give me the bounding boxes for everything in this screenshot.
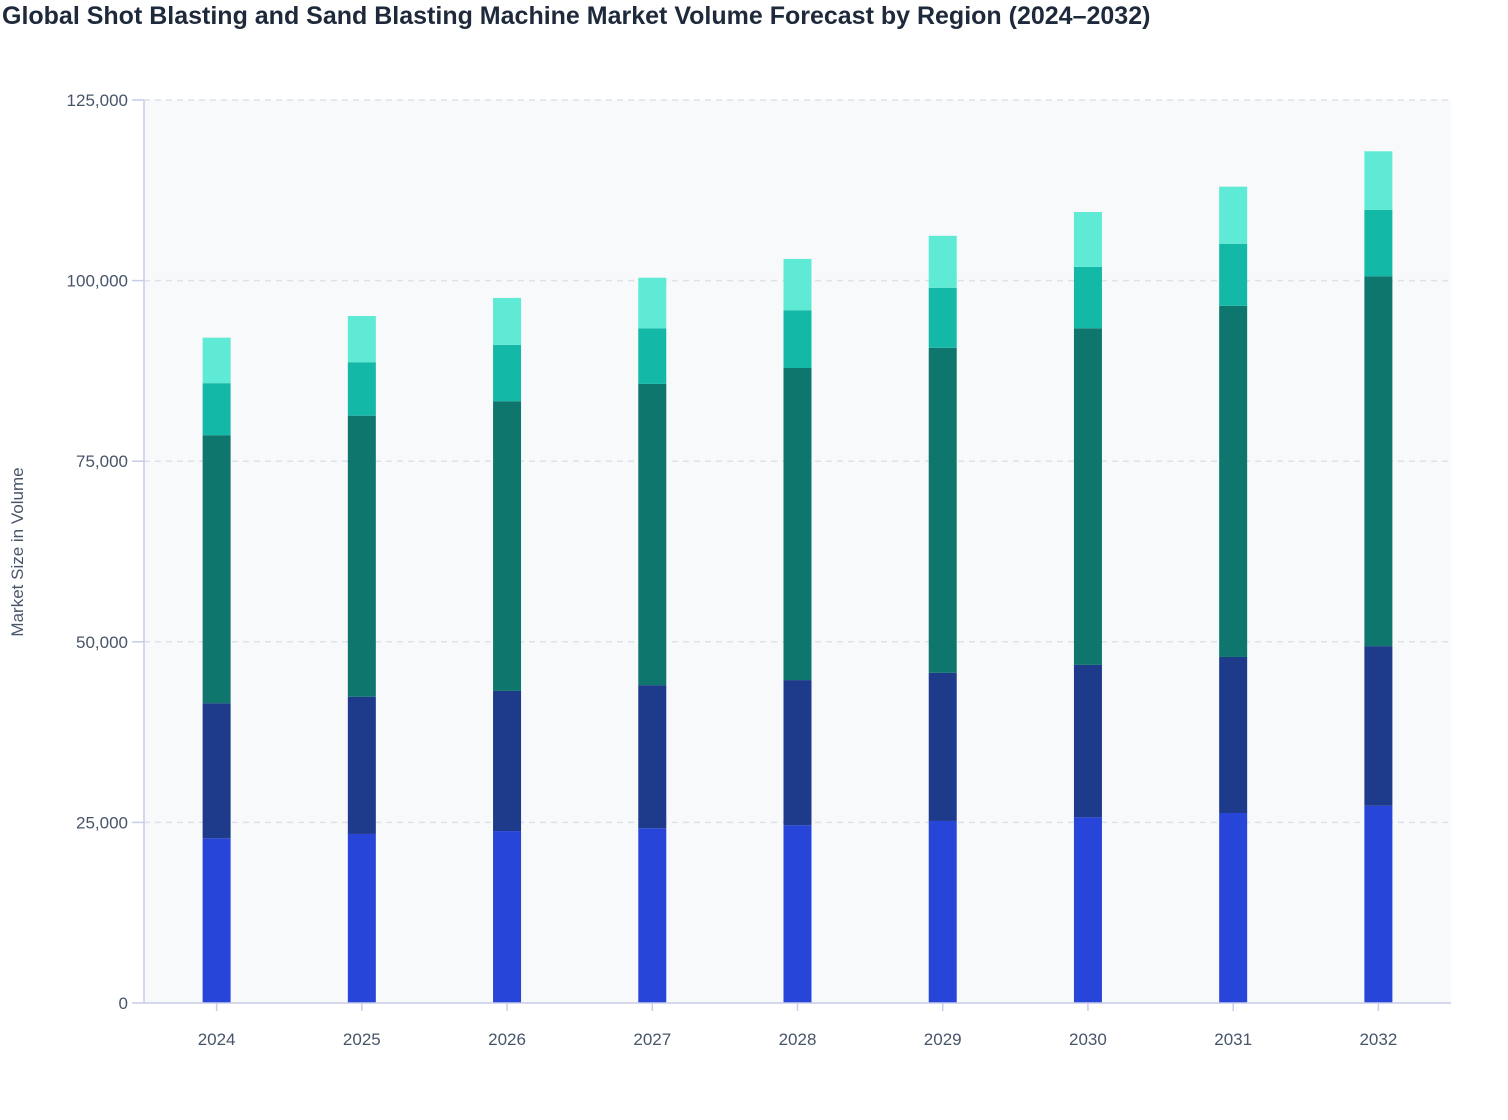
bar-segment-2024-s1 bbox=[202, 838, 231, 1003]
bar-segment-2024-s4 bbox=[202, 383, 231, 436]
bar-segment-2029-s1 bbox=[928, 820, 957, 1003]
y-axis-title: Market Size in Volume bbox=[8, 467, 27, 636]
bar-segment-2027-s4 bbox=[638, 328, 667, 384]
y-tick-label: 125,000 bbox=[67, 91, 128, 110]
bar-segment-2031-s2 bbox=[1219, 656, 1248, 814]
bar-segment-2030-s5 bbox=[1073, 211, 1102, 267]
x-tick-label: 2026 bbox=[488, 1030, 526, 1049]
y-tick-label: 100,000 bbox=[67, 272, 128, 291]
bar-segment-2026-s2 bbox=[493, 690, 522, 832]
chart-title: Global Shot Blasting and Sand Blasting M… bbox=[2, 2, 1151, 30]
y-tick-label: 0 bbox=[119, 994, 128, 1013]
bar-segment-2031-s5 bbox=[1219, 186, 1248, 244]
bar-segment-2029-s5 bbox=[928, 235, 957, 288]
bar-segment-2032-s3 bbox=[1364, 276, 1393, 647]
bar-segment-2032-s2 bbox=[1364, 646, 1393, 806]
bar-segment-2030-s4 bbox=[1073, 266, 1102, 329]
bar-segment-2026-s4 bbox=[493, 344, 522, 402]
bar-segment-2032-s4 bbox=[1364, 209, 1393, 277]
bar-segment-2026-s1 bbox=[493, 831, 522, 1003]
bar-segment-2025-s4 bbox=[347, 362, 376, 416]
x-tick-label: 2029 bbox=[924, 1030, 962, 1049]
bar-segment-2030-s3 bbox=[1073, 328, 1102, 665]
bar-segment-2027-s1 bbox=[638, 828, 667, 1003]
bar-segment-2026-s3 bbox=[493, 401, 522, 691]
bar-segment-2029-s2 bbox=[928, 672, 957, 821]
bar-segment-2029-s4 bbox=[928, 287, 957, 348]
x-tick-label: 2031 bbox=[1214, 1030, 1252, 1049]
bar-segment-2025-s2 bbox=[347, 696, 376, 834]
bar-segment-2028-s3 bbox=[783, 368, 812, 681]
x-tick-label: 2024 bbox=[198, 1030, 236, 1049]
bar-segment-2027-s5 bbox=[638, 277, 667, 329]
bar-segment-2024-s3 bbox=[202, 435, 231, 704]
bar-segment-2028-s2 bbox=[783, 680, 812, 826]
bar-segment-2028-s4 bbox=[783, 310, 812, 369]
bar-segment-2031-s4 bbox=[1219, 243, 1248, 306]
bar-segment-2029-s3 bbox=[928, 347, 957, 673]
bar-segment-2024-s5 bbox=[202, 337, 231, 384]
y-tick-label: 50,000 bbox=[76, 633, 128, 652]
bar-segment-2025-s3 bbox=[347, 415, 376, 697]
y-tick-label: 75,000 bbox=[76, 452, 128, 471]
bar-segment-2032-s5 bbox=[1364, 151, 1393, 210]
bar-segment-2031-s3 bbox=[1219, 305, 1248, 657]
bar-segment-2028-s5 bbox=[783, 258, 812, 311]
bar-segment-2024-s2 bbox=[202, 703, 231, 839]
bar-segment-2028-s1 bbox=[783, 825, 812, 1003]
bar-segment-2026-s5 bbox=[493, 297, 522, 345]
x-tick-label: 2025 bbox=[343, 1030, 381, 1049]
x-tick-label: 2032 bbox=[1359, 1030, 1397, 1049]
bar-segment-2027-s2 bbox=[638, 685, 667, 829]
bar-segment-2030-s1 bbox=[1073, 817, 1102, 1003]
bar-segment-2031-s1 bbox=[1219, 813, 1248, 1003]
x-tick-label: 2028 bbox=[779, 1030, 817, 1049]
bar-segment-2032-s1 bbox=[1364, 805, 1393, 1003]
bar-segment-2030-s2 bbox=[1073, 664, 1102, 818]
bar-segment-2025-s1 bbox=[347, 833, 376, 1003]
bar-segment-2025-s5 bbox=[347, 315, 376, 363]
y-tick-label: 25,000 bbox=[76, 813, 128, 832]
x-tick-label: 2027 bbox=[633, 1030, 671, 1049]
x-tick-label: 2030 bbox=[1069, 1030, 1107, 1049]
bar-segment-2027-s3 bbox=[638, 383, 667, 686]
